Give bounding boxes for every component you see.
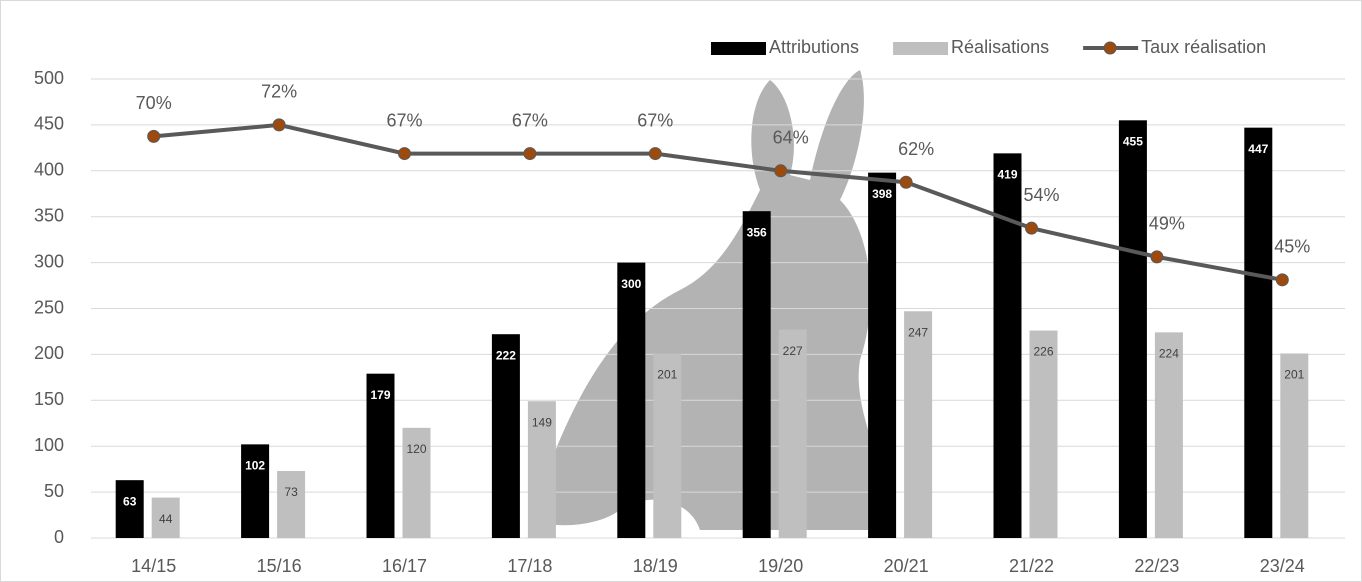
- bar: [151, 497, 180, 538]
- y-tick-label: 500: [34, 68, 64, 88]
- marker: [1025, 221, 1038, 235]
- line: [153, 122, 1283, 282]
- line-label: 62%: [898, 139, 934, 159]
- line-label: 70%: [136, 93, 172, 113]
- x-tick-label: 20/21: [884, 556, 929, 576]
- legend-swatch: [1103, 41, 1117, 55]
- data-label: 222: [496, 348, 516, 362]
- data-label: 102: [245, 459, 265, 473]
- bar: [1280, 353, 1309, 538]
- marker: [774, 164, 788, 178]
- marker: [899, 175, 913, 189]
- y-tick-label: 300: [34, 251, 64, 271]
- bar: [617, 262, 646, 538]
- line-label: 45%: [1274, 237, 1310, 257]
- y-tick-label: 50: [44, 481, 64, 501]
- legend-swatch: [711, 42, 766, 55]
- data-label: 224: [1159, 347, 1179, 361]
- bar: [277, 470, 306, 538]
- bar: [868, 172, 897, 539]
- marker: [398, 147, 411, 161]
- data-label: 226: [1033, 345, 1053, 359]
- legend-swatch: [893, 42, 949, 55]
- x-tick-label: 17/18: [507, 556, 552, 576]
- line-label: 49%: [1149, 214, 1185, 234]
- data-label: 419: [997, 168, 1017, 182]
- bar: [904, 311, 933, 538]
- marker: [1275, 273, 1289, 287]
- legend-label: Réalisations: [951, 37, 1049, 57]
- marker: [523, 147, 537, 161]
- y-tick-label: 250: [34, 297, 64, 317]
- bar: [1118, 120, 1147, 538]
- bar: [742, 211, 771, 538]
- bar: [402, 427, 431, 538]
- legend-label: Attributions: [769, 37, 859, 57]
- bar: [366, 373, 395, 538]
- y-tick-label: 0: [54, 527, 64, 547]
- data-label: 398: [872, 187, 892, 201]
- x-tick-label: 22/23: [1134, 556, 1179, 576]
- data-label: 179: [370, 388, 390, 402]
- x-tick-label: 21/22: [1009, 556, 1054, 576]
- marker: [648, 147, 662, 161]
- line-label: 67%: [637, 110, 673, 130]
- marker: [1150, 250, 1164, 264]
- bar: [993, 153, 1022, 538]
- data-label: 201: [657, 368, 677, 382]
- marker: [147, 129, 161, 143]
- bar: [1154, 332, 1183, 538]
- x-tick-label: 19/20: [758, 556, 803, 576]
- bar: [1029, 330, 1058, 538]
- bar: [527, 401, 556, 538]
- x-tick-label: 18/19: [633, 556, 678, 576]
- x-tick-label: 14/15: [131, 556, 176, 576]
- data-label: 447: [1248, 142, 1268, 156]
- data-label: 73: [284, 485, 298, 499]
- line-label: 67%: [512, 110, 548, 130]
- line-label: 72%: [261, 82, 297, 102]
- data-label: 44: [159, 512, 173, 526]
- line-label: 54%: [1023, 185, 1059, 205]
- bar: [778, 329, 807, 538]
- line-label: 67%: [386, 110, 422, 130]
- y-tick-label: 150: [34, 389, 64, 409]
- data-label: 120: [406, 442, 426, 456]
- data-label: 356: [747, 225, 767, 239]
- bar: [653, 353, 682, 538]
- data-label: 201: [1284, 368, 1304, 382]
- data-label: 247: [908, 325, 928, 339]
- bar: [1244, 127, 1273, 539]
- bar: [491, 334, 520, 538]
- legend-label: Taux réalisation: [1141, 37, 1266, 57]
- y-tick-label: 450: [34, 114, 64, 134]
- y-tick-label: 400: [34, 160, 64, 180]
- x-tick-label: 15/16: [257, 556, 302, 576]
- data-label: 455: [1123, 134, 1143, 148]
- marker: [272, 118, 286, 132]
- y-tick-label: 350: [34, 205, 64, 225]
- data-label: 149: [532, 415, 552, 429]
- x-tick-label: 23/24: [1260, 556, 1305, 576]
- data-label: 300: [621, 277, 641, 291]
- data-label: 63: [123, 494, 137, 508]
- y-tick-label: 200: [34, 343, 64, 363]
- data-label: 227: [783, 344, 803, 358]
- y-tick-label: 100: [34, 435, 64, 455]
- bar: [115, 480, 144, 538]
- line-label: 64%: [773, 128, 809, 148]
- bar: [241, 444, 270, 538]
- x-tick-label: 16/17: [382, 556, 427, 576]
